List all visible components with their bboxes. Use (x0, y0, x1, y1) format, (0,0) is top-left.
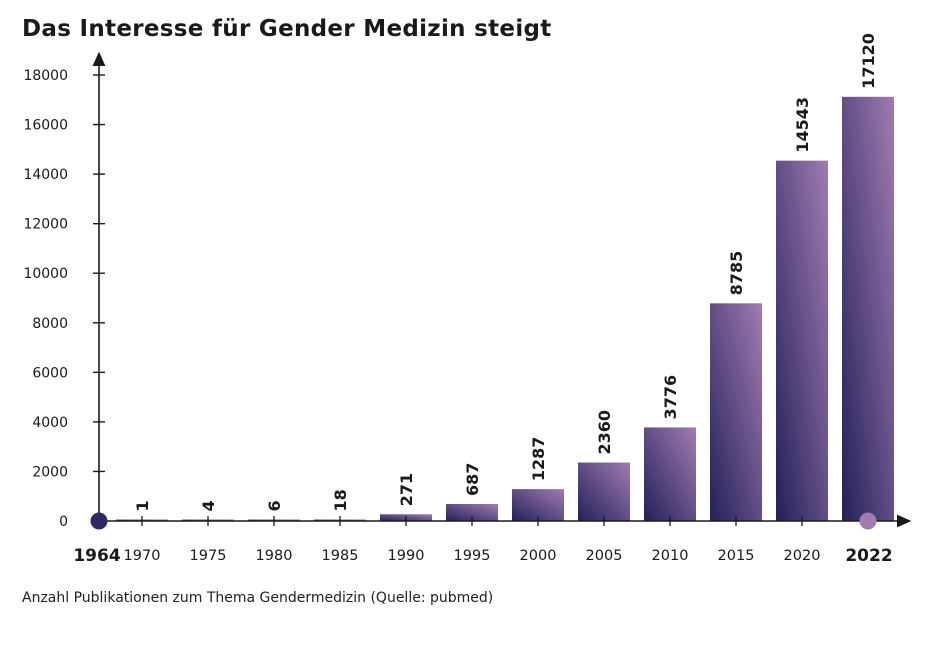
y-tick-label: 10000 (23, 266, 68, 282)
axes (90, 51, 912, 530)
y-tick-label: 6000 (32, 365, 68, 381)
chart-title: Das Interesse für Gender Medizin steigt (22, 16, 552, 42)
y-tick-label: 14000 (23, 167, 68, 183)
x-tick-label: 1995 (454, 548, 491, 564)
value-label-1990: 271 (397, 473, 416, 506)
y-tick-label: 2000 (32, 464, 68, 480)
value-label-1980: 6 (265, 500, 284, 511)
bar-2005 (578, 462, 630, 521)
value-label-2010: 3776 (661, 375, 680, 420)
x-tick-label: 1970 (124, 548, 161, 564)
value-label-1985: 18 (331, 489, 350, 511)
value-label-2000: 1287 (529, 437, 548, 482)
bar-2022 (842, 96, 894, 521)
value-label-1975: 4 (199, 500, 218, 511)
y-tick-label: 12000 (23, 217, 68, 233)
y-tick-label: 8000 (32, 316, 68, 332)
x-tick-label: 1975 (190, 548, 227, 564)
y-tick-label: 18000 (23, 68, 68, 84)
value-label-2020: 14543 (793, 97, 812, 153)
y-tick-label: 4000 (32, 415, 68, 431)
y-tick-label: 16000 (23, 118, 68, 134)
y-tick-label: 0 (59, 514, 68, 530)
bars (116, 96, 894, 521)
value-label-2022: 17120 (859, 33, 878, 89)
axis-end-label: 2022 (845, 546, 892, 566)
x-tick-label: 2015 (718, 548, 755, 564)
bar-2010 (644, 427, 696, 521)
chart-caption: Anzahl Publikationen zum Thema Gendermed… (22, 590, 494, 606)
x-tick-label: 2005 (586, 548, 623, 564)
value-label-2015: 8785 (727, 251, 746, 296)
x-tick-label: 2010 (652, 548, 689, 564)
x-tick-label: 1990 (388, 548, 425, 564)
axis-start-label: 1964 (73, 546, 120, 566)
x-tick-label: 2000 (520, 548, 557, 564)
value-label-2005: 2360 (595, 410, 614, 455)
x-tick-label: 2020 (784, 548, 821, 564)
bar-2015 (710, 303, 762, 521)
bar-1995 (446, 503, 498, 521)
value-label-1970: 1 (133, 500, 152, 511)
x-tick-label: 1985 (322, 548, 359, 564)
bar-2000 (512, 489, 564, 521)
x-tick-label: 1980 (256, 548, 293, 564)
labels: 0200040006000800010000120001400016000180… (23, 33, 892, 566)
value-label-1995: 687 (463, 463, 482, 496)
bar-2020 (776, 160, 828, 521)
end-marker (859, 512, 877, 530)
start-marker (90, 512, 108, 530)
